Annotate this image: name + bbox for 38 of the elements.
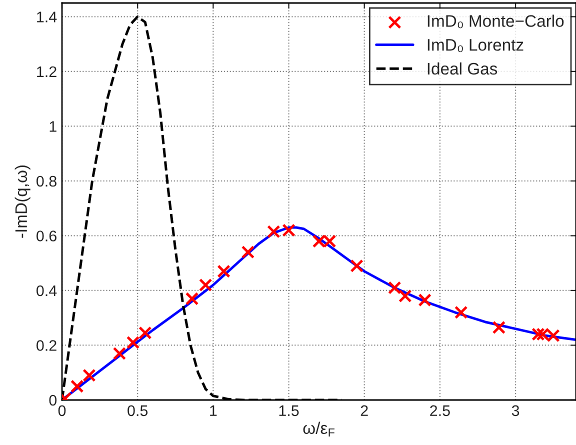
y-tick-label: 1.2 bbox=[37, 66, 56, 77]
legend-label: ImD₀ Monte−Carlo bbox=[428, 14, 564, 28]
point bbox=[112, 346, 126, 360]
y-tick-label: 0.6 bbox=[36, 230, 56, 242]
point bbox=[398, 289, 412, 303]
point bbox=[388, 281, 402, 294]
x-axis-title: ω/ε$_{F}$ bbox=[303, 422, 334, 437]
x-tick-label: 2.5 bbox=[430, 405, 450, 416]
point bbox=[418, 293, 432, 307]
y-tick-label: 0 bbox=[49, 394, 57, 406]
x-tick-label: 1 bbox=[210, 405, 217, 416]
y-tick-label: 0.8 bbox=[36, 176, 56, 187]
point bbox=[267, 224, 280, 238]
x-tick-label: 1.5 bbox=[279, 405, 299, 416]
point bbox=[454, 306, 468, 320]
y-tick-label: 0.2 bbox=[36, 340, 56, 351]
x-tick-label: 2 bbox=[360, 405, 368, 416]
point bbox=[185, 292, 199, 306]
point bbox=[82, 368, 96, 382]
point bbox=[532, 328, 545, 341]
y-axis-title: -ImD(q,ω) bbox=[14, 165, 30, 238]
point bbox=[492, 320, 506, 334]
y-tick-label: 1.4 bbox=[37, 12, 57, 22]
y-tick-label: 1 bbox=[50, 121, 56, 132]
y-tick-label: 0.4 bbox=[36, 285, 57, 296]
point bbox=[198, 278, 212, 292]
x-tick-label: 3 bbox=[512, 405, 520, 416]
point bbox=[126, 336, 140, 350]
point bbox=[282, 224, 296, 237]
point bbox=[350, 259, 364, 272]
point bbox=[138, 326, 152, 340]
point bbox=[241, 246, 255, 259]
x-tick-label: 0.5 bbox=[128, 405, 148, 416]
point bbox=[70, 380, 84, 393]
point bbox=[217, 264, 230, 278]
x-tick-label: 0 bbox=[58, 405, 66, 416]
legend-label: ImD₀ Lorentz bbox=[428, 39, 524, 52]
legend-label: Ideal Gas bbox=[428, 62, 498, 75]
